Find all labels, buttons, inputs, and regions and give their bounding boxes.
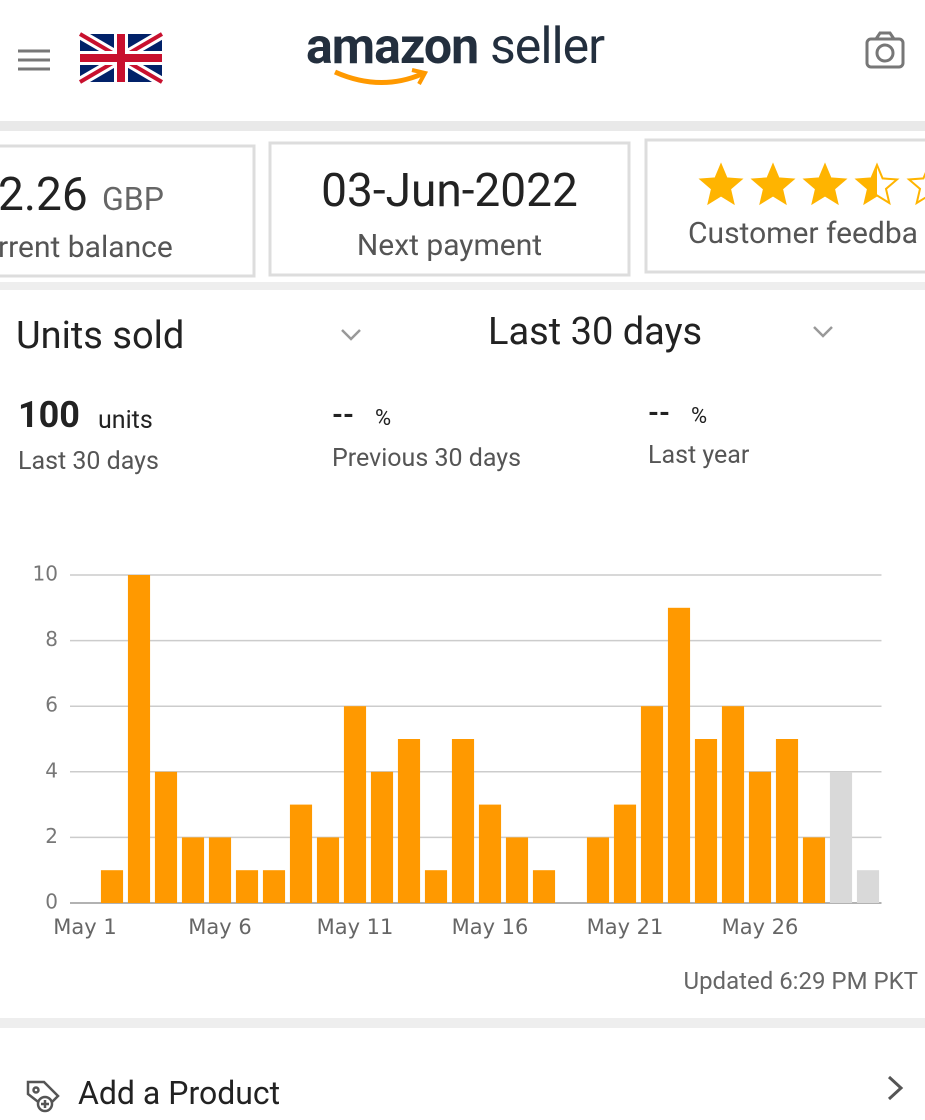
logo-smile (333, 69, 423, 85)
dropdown-chevron[interactable] (341, 329, 361, 341)
bar (613, 804, 637, 903)
dropdown-chevron[interactable] (813, 326, 833, 338)
camera-icon[interactable] (865, 31, 905, 69)
feedback-label: Customer feedba (688, 216, 918, 251)
bar (262, 870, 286, 903)
bar (586, 837, 610, 903)
stat-label: Previous 30 days (332, 444, 521, 473)
y-tick-label: 4 (45, 758, 58, 782)
logo-light: seller (490, 18, 605, 76)
menu-icon[interactable] (18, 49, 50, 71)
rating-star (698, 162, 744, 206)
y-tick-label: 2 (45, 824, 58, 848)
bar (316, 837, 340, 903)
stat-unit: % (691, 404, 708, 429)
stat-value: -- (648, 396, 671, 429)
logo-arrow (411, 68, 429, 85)
balance-unit: GBP (102, 180, 164, 218)
x-tick-label: May 16 (452, 915, 529, 939)
bar (397, 739, 421, 903)
bar (127, 575, 151, 903)
stat-label: Last year (648, 441, 750, 470)
bar (802, 837, 826, 903)
bar (478, 804, 502, 903)
rating-star (750, 162, 796, 206)
stat-unit: % (375, 406, 392, 431)
stat-label: Last 30 days (18, 447, 159, 476)
add-product-icon (26, 1080, 60, 1113)
balance-value: 2.26 (0, 168, 88, 222)
card (0, 144, 256, 278)
bar (343, 706, 367, 903)
x-tick-label: May 6 (188, 915, 251, 939)
card (268, 141, 631, 277)
bar (181, 837, 205, 903)
x-tick-label: May 11 (317, 915, 394, 939)
payment-date: 03-Jun-2022 (321, 164, 578, 218)
payment-label: Next payment (356, 228, 543, 263)
rating-star (854, 162, 900, 206)
y-tick-label: 10 (33, 562, 58, 586)
bar (667, 607, 691, 903)
rating-star (906, 171, 925, 206)
uk-flag[interactable] (77, 29, 165, 87)
x-tick-label: May 21 (587, 915, 664, 939)
card (644, 138, 925, 274)
bar (451, 739, 475, 903)
rating-star (802, 162, 848, 206)
y-tick-label: 6 (45, 693, 58, 717)
x-tick-label: May 26 (722, 915, 799, 939)
bar (829, 771, 853, 903)
bar (532, 870, 556, 903)
bar (370, 771, 394, 903)
bar (694, 739, 718, 903)
section-divider (0, 1018, 925, 1028)
add-product[interactable]: Add a Product (78, 1074, 281, 1112)
x-tick-label: May 1 (53, 915, 116, 939)
bar (721, 706, 745, 903)
metric-selector[interactable]: Units sold (16, 314, 185, 358)
bar (235, 870, 259, 903)
bar (748, 771, 772, 903)
stat-unit: units (98, 406, 153, 435)
updated-time: Updated 6:29 PM PKT (683, 967, 919, 995)
bar (775, 739, 799, 903)
period-selector[interactable]: Last 30 days (488, 310, 703, 354)
y-tick-label: 0 (45, 890, 58, 914)
bar (154, 771, 178, 903)
bar (208, 837, 232, 903)
bar (424, 870, 448, 903)
bar (289, 804, 313, 903)
section-divider (0, 282, 925, 290)
y-tick-label: 8 (45, 627, 58, 651)
bar (640, 706, 664, 903)
chevron-right[interactable] (887, 1075, 904, 1101)
stat-value: -- (332, 398, 355, 431)
stat-value: 100 (18, 394, 80, 436)
bar (100, 870, 124, 903)
balance-label: rrent balance (0, 230, 173, 265)
header-divider (0, 121, 925, 131)
logo-bold: amazon (306, 18, 479, 76)
bar (856, 870, 880, 903)
bar (505, 837, 529, 903)
